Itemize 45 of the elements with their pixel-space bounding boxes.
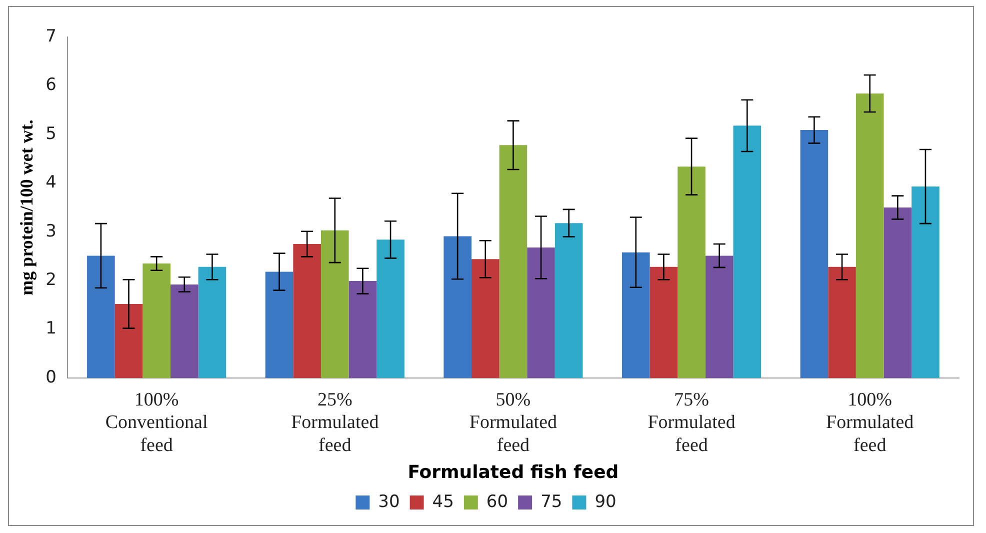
y-tick-label: 0 [46,367,56,388]
bar [912,186,940,378]
bar [527,247,555,378]
y-tick-label: 5 [46,124,56,144]
y-tick-label: 1 [46,318,56,339]
legend-label: 30 [378,492,400,512]
bar [471,259,500,378]
bar [142,264,170,378]
y-tick-label: 2 [46,270,56,290]
legend-label: 60 [486,492,508,512]
y-tick-label: 3 [46,221,56,242]
bar [376,240,404,378]
bar [348,281,377,378]
bar [198,266,226,378]
y-tick-label: 6 [46,75,56,96]
bar [828,266,856,378]
bar [733,126,762,378]
y-tick-label: 7 [46,26,56,46]
bar [114,304,143,378]
bar [884,208,912,378]
y-tick-label: 4 [46,172,56,193]
x-tick-label: 75% Formulated feed [648,389,736,456]
x-tick-label: 100% Formulated feed [826,389,914,456]
bar [554,223,583,378]
bar [705,256,734,378]
x-tick-label: 50% Formulated feed [469,389,558,456]
legend-label: 90 [594,492,616,512]
bar [170,284,198,378]
bar [622,252,650,378]
bar [678,166,706,378]
x-tick-label: 100% Conventional feed [105,389,208,456]
bar [320,230,349,378]
bar [444,236,472,378]
legend-label: 45 [432,492,454,512]
x-tick-label: 25% Formulated feed [291,389,380,456]
bar [87,256,115,378]
bar [265,272,294,378]
legend-label: 75 [540,492,562,512]
bar [499,145,528,378]
bar [650,266,678,378]
bar [856,94,884,378]
x-axis-title: Formulated fish feed [408,462,619,483]
bar [800,130,828,378]
bar [293,244,321,378]
y-axis-title: mg protein/100 wet wt. [16,120,36,296]
